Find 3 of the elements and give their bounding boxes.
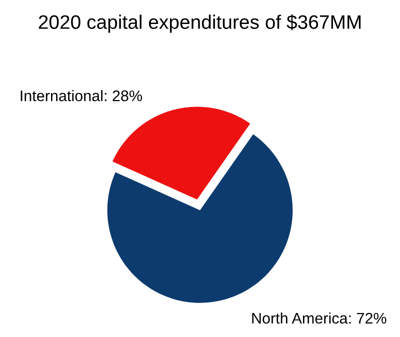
slice-label: International: 28% [20,90,142,102]
slice-label: North America: 72% [252,312,386,324]
chart-title: 2020 capital expenditures of $367MM [38,14,361,33]
